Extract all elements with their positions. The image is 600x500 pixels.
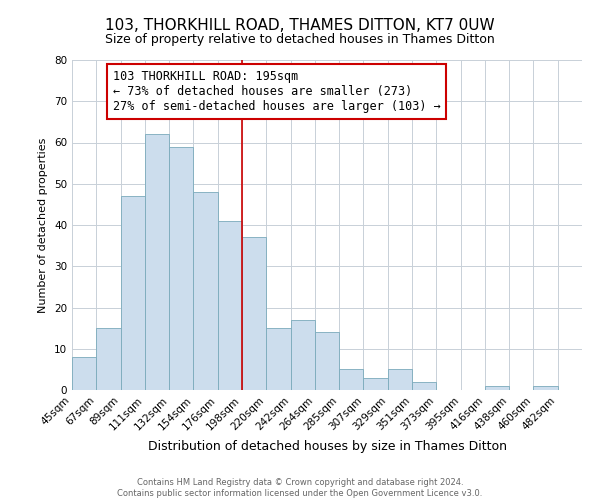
Bar bbox=[242, 238, 266, 390]
Bar bbox=[96, 328, 121, 390]
Bar bbox=[266, 328, 290, 390]
Bar bbox=[193, 192, 218, 390]
Bar bbox=[315, 332, 339, 390]
Text: Contains HM Land Registry data © Crown copyright and database right 2024.
Contai: Contains HM Land Registry data © Crown c… bbox=[118, 478, 482, 498]
Bar bbox=[388, 370, 412, 390]
Bar bbox=[412, 382, 436, 390]
Text: 103 THORKHILL ROAD: 195sqm
← 73% of detached houses are smaller (273)
27% of sem: 103 THORKHILL ROAD: 195sqm ← 73% of deta… bbox=[113, 70, 440, 113]
Y-axis label: Number of detached properties: Number of detached properties bbox=[38, 138, 49, 312]
Bar bbox=[121, 196, 145, 390]
Bar bbox=[218, 221, 242, 390]
Bar bbox=[364, 378, 388, 390]
Bar bbox=[145, 134, 169, 390]
Bar bbox=[290, 320, 315, 390]
Bar bbox=[72, 357, 96, 390]
Bar bbox=[485, 386, 509, 390]
X-axis label: Distribution of detached houses by size in Thames Ditton: Distribution of detached houses by size … bbox=[148, 440, 506, 453]
Text: 103, THORKHILL ROAD, THAMES DITTON, KT7 0UW: 103, THORKHILL ROAD, THAMES DITTON, KT7 … bbox=[105, 18, 495, 32]
Bar bbox=[533, 386, 558, 390]
Bar bbox=[169, 146, 193, 390]
Bar bbox=[339, 370, 364, 390]
Text: Size of property relative to detached houses in Thames Ditton: Size of property relative to detached ho… bbox=[105, 32, 495, 46]
